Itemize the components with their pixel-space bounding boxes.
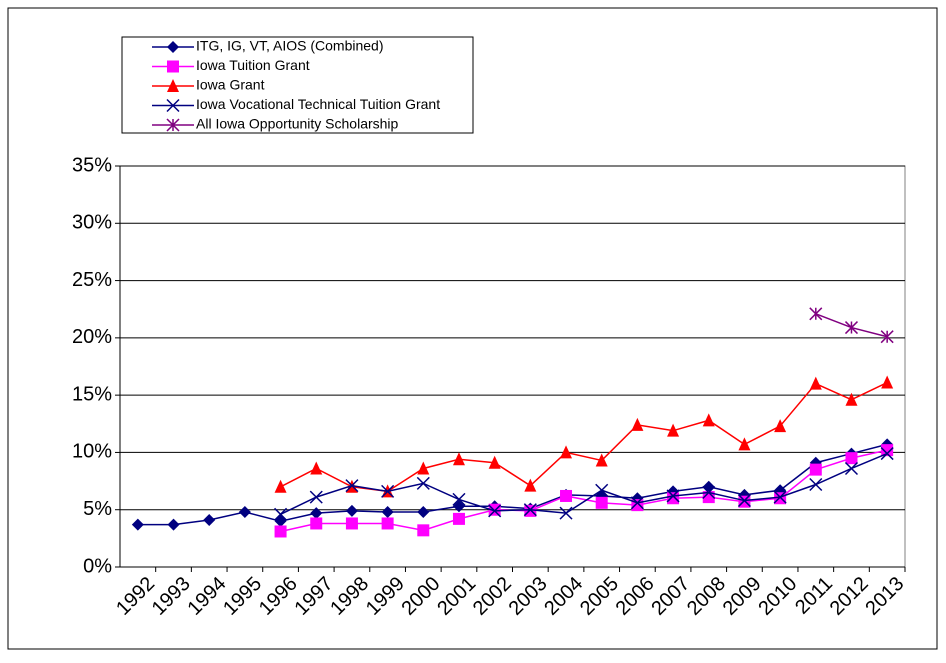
marker: [345, 517, 358, 530]
y-tick-label: 10%: [72, 441, 112, 463]
legend-label: Iowa Tuition Grant: [196, 57, 310, 73]
legend-marker: [167, 41, 179, 53]
marker: [488, 504, 502, 518]
marker: [381, 517, 394, 530]
marker: [738, 495, 751, 508]
marker: [738, 437, 751, 451]
y-tick-label: 5%: [83, 498, 112, 520]
marker: [524, 478, 537, 492]
legend-box: [121, 36, 474, 134]
legend-label: Iowa Vocational Technical Tuition Grant: [196, 96, 440, 112]
marker: [488, 455, 501, 469]
marker: [737, 494, 751, 508]
legend-marker: [166, 118, 180, 132]
series-line: [280, 452, 888, 515]
marker: [844, 461, 859, 475]
marker: [560, 489, 573, 502]
marker: [595, 483, 609, 497]
legend-label: Iowa Grant: [196, 77, 265, 93]
marker: [809, 376, 822, 390]
marker: [416, 476, 430, 490]
legend-label: All Iowa Opportunity Scholarship: [196, 116, 399, 132]
marker: [310, 461, 323, 475]
y-tick-label: 0%: [83, 555, 112, 577]
marker: [452, 452, 465, 466]
marker: [773, 490, 787, 504]
series-line: [137, 443, 888, 526]
marker: [203, 514, 216, 527]
marker: [417, 506, 430, 519]
marker: [702, 485, 716, 500]
marker: [631, 417, 644, 431]
marker: [559, 506, 573, 520]
marker: [452, 512, 465, 525]
marker: [702, 413, 715, 427]
y-tick-label: 15%: [72, 383, 112, 405]
marker: [417, 461, 430, 475]
marker: [310, 517, 323, 530]
marker: [345, 479, 359, 493]
marker: [630, 496, 644, 510]
legend-marker: [167, 60, 179, 73]
marker: [524, 504, 537, 517]
marker: [809, 307, 823, 321]
marker: [809, 477, 823, 492]
marker: [844, 321, 859, 335]
marker: [774, 419, 787, 433]
marker: [595, 453, 608, 467]
marker: [845, 392, 858, 406]
marker: [667, 492, 680, 505]
marker: [595, 496, 608, 509]
marker: [881, 375, 894, 389]
y-tick-label: 25%: [72, 269, 112, 291]
marker: [560, 445, 573, 459]
marker: [167, 518, 180, 531]
marker: [417, 524, 430, 537]
y-tick-label: 20%: [72, 326, 112, 348]
marker: [381, 506, 394, 519]
marker: [345, 504, 358, 517]
marker: [488, 503, 501, 516]
marker: [238, 506, 251, 519]
marker: [523, 503, 537, 517]
marker: [381, 484, 395, 498]
marker: [880, 447, 894, 461]
marker: [880, 330, 894, 344]
marker: [702, 491, 715, 504]
marker: [309, 490, 323, 504]
legend-marker: [166, 98, 180, 113]
marker: [310, 507, 323, 520]
marker: [666, 489, 680, 503]
marker: [274, 507, 288, 521]
marker: [667, 423, 680, 437]
legend-label: ITG, IG, VT, AIOS (Combined): [196, 38, 384, 54]
marker: [274, 479, 287, 493]
marker: [452, 492, 466, 506]
marker: [131, 518, 144, 531]
marker: [809, 463, 822, 476]
y-tick-label: 35%: [72, 154, 112, 176]
y-tick-label: 30%: [72, 212, 112, 234]
marker: [845, 452, 858, 465]
marker: [274, 525, 287, 538]
marker: [881, 444, 894, 457]
legend-marker: [167, 79, 179, 92]
